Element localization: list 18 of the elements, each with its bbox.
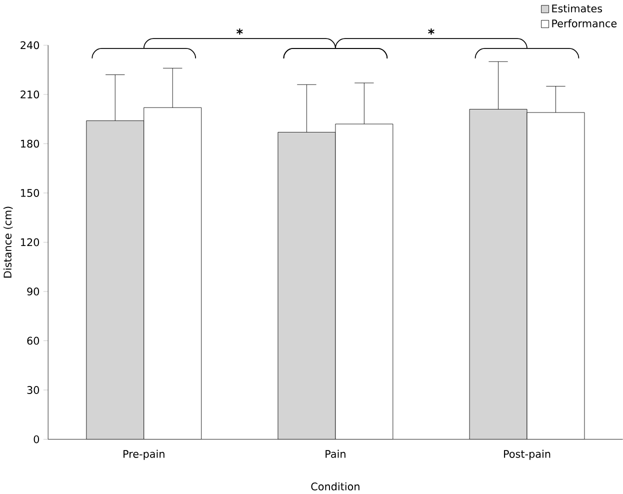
y-tick-label: 120 — [21, 238, 40, 246]
y-tick-label: 30 — [27, 386, 40, 394]
y-tick-label: 240 — [20, 41, 40, 50]
y-tick-label: 210 — [20, 90, 40, 98]
y-tick-label: 180 — [21, 140, 40, 148]
x-tick-label: Pre-pain — [124, 450, 164, 460]
legend-label: Estimates — [552, 4, 602, 12]
x-axis-title: Condition — [311, 482, 360, 490]
y-tick-label: 150 — [21, 189, 40, 197]
x-tick-label: Post-pain — [504, 450, 550, 460]
text: * — [428, 28, 434, 35]
text: * — [236, 28, 243, 35]
y-axis-title: Distance (cm) — [3, 206, 13, 278]
x-tick-label: Pain — [326, 450, 346, 458]
legend-label: Performance — [552, 19, 617, 28]
y-tick-label: 60 — [27, 336, 40, 345]
y-tick-label: 0 — [34, 435, 40, 444]
y-tick-label: 90 — [27, 288, 40, 296]
